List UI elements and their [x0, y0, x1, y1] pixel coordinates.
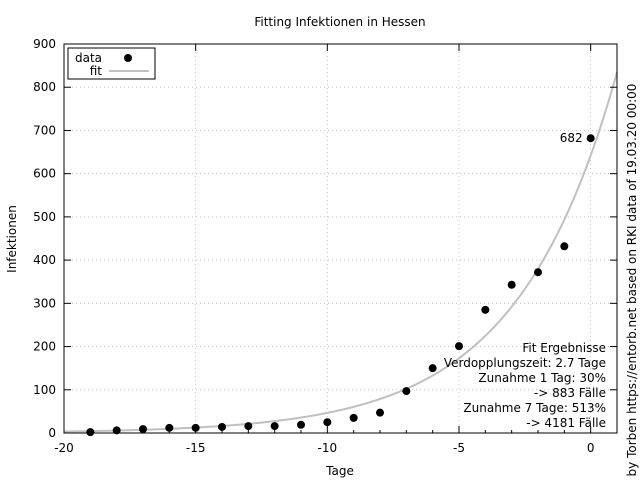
y-tick-label: 100	[33, 383, 56, 397]
y-tick-label: 900	[33, 37, 56, 51]
data-point	[586, 134, 595, 143]
fit-results-line: Zunahme 7 Tage: 513%	[463, 401, 606, 415]
y-tick-label: 700	[33, 123, 56, 137]
legend: data fit	[67, 47, 156, 80]
y-tick-label: 500	[33, 210, 56, 224]
source-label: by Torben https://entorb.net based on RK…	[625, 84, 639, 477]
x-tick-label: -10	[318, 441, 338, 455]
chart-title: Fitting Infektionen in Hessen	[254, 15, 425, 29]
fit-curve	[63, 71, 618, 433]
legend-marker-data	[124, 54, 132, 62]
fit-results-line: Zunahme 1 Tag: 30%	[478, 371, 606, 385]
points-layer: 682	[86, 131, 595, 437]
data-point	[455, 342, 463, 351]
data-point	[507, 280, 516, 289]
legend-label-fit: fit	[90, 64, 103, 78]
data-point	[218, 422, 226, 431]
data-point	[534, 268, 542, 277]
plot-frame	[63, 43, 618, 434]
y-tick-label: 300	[33, 296, 56, 310]
y-tick-label: 200	[33, 340, 56, 354]
x-axis-label: Tage	[325, 464, 354, 478]
data-point	[349, 413, 358, 422]
fit-results-box: Fit Ergebnisse Verdopplungszeit: 2.7 Tag…	[444, 341, 606, 430]
data-point	[402, 387, 411, 396]
data-point	[428, 364, 437, 373]
data-point	[481, 305, 490, 314]
x-tick-label: 0	[587, 441, 595, 455]
data-point	[270, 422, 279, 431]
fit-results-line: Verdopplungszeit: 2.7 Tage	[444, 356, 606, 370]
y-tick-label: 400	[33, 253, 56, 267]
legend-box	[67, 47, 156, 80]
x-tick-label: -5	[453, 441, 465, 455]
legend-label-data: data	[75, 51, 102, 65]
data-point	[165, 423, 174, 432]
fit-results-line: Fit Ergebnisse	[522, 341, 606, 355]
data-point	[560, 242, 569, 251]
y-tick-label: 0	[48, 426, 56, 440]
data-point	[297, 420, 305, 429]
data-point	[376, 408, 384, 417]
fit-results-line: -> 4181 Fälle	[526, 416, 606, 430]
x-tick-label: -20	[54, 441, 74, 455]
fit-results-line: -> 883 Fälle	[534, 386, 606, 400]
data-point	[323, 418, 332, 427]
data-label: 682	[560, 131, 583, 145]
y-axis-label: Infektionen	[5, 205, 19, 273]
x-tick-label: -15	[186, 441, 206, 455]
grid	[64, 44, 617, 433]
fit-layer	[63, 71, 618, 433]
data-point	[244, 422, 253, 431]
y-tick-label: 600	[33, 167, 56, 181]
y-tick-label: 800	[33, 80, 56, 94]
data-point	[139, 425, 147, 434]
axis-ticks: -20 -15 -10 -5 0 0 100 200 300 400 500 600 700 800 900	[33, 37, 618, 455]
